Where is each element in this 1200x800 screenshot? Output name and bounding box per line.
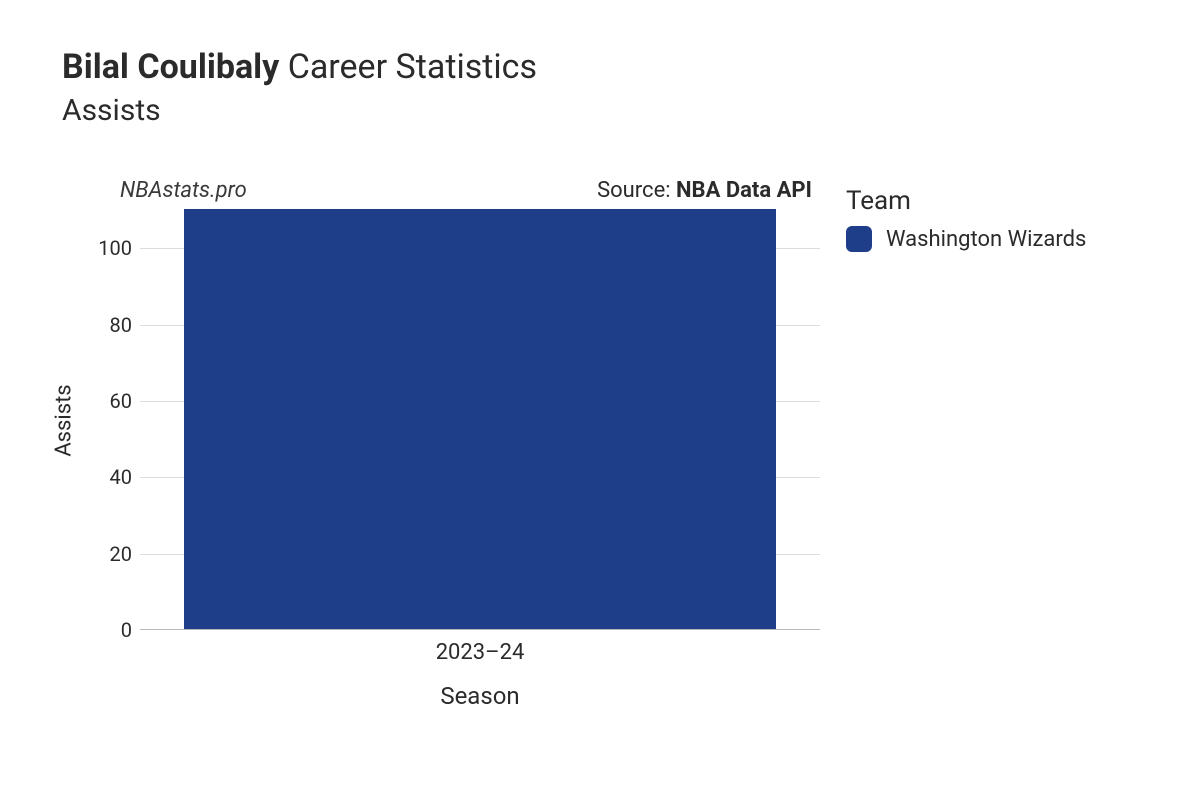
y-tick-label: 80 (82, 313, 132, 337)
chart-title: Bilal Coulibaly Career Statistics (62, 46, 537, 89)
bar-chart: Assists Season 0204060801002023–24 (80, 210, 820, 650)
legend: Team Washington Wizards (846, 186, 1086, 252)
x-tick-label: 2023–24 (436, 640, 525, 665)
source-prefix: Source: (597, 178, 676, 203)
chart-container: Bilal Coulibaly Career Statistics Assist… (0, 0, 1200, 800)
player-name: Bilal Coulibaly (62, 47, 279, 87)
bar (184, 209, 776, 629)
y-tick-label: 0 (82, 618, 132, 642)
plot-area (140, 210, 820, 630)
source-credit: Source: NBA Data API (597, 178, 812, 203)
y-tick-label: 40 (82, 465, 132, 489)
legend-swatch (846, 226, 872, 252)
y-tick-label: 100 (82, 236, 132, 260)
x-axis-title: Season (140, 682, 820, 710)
legend-label: Washington Wizards (886, 227, 1086, 252)
y-tick-label: 20 (82, 542, 132, 566)
y-tick-label: 60 (82, 389, 132, 413)
site-credit: NBAstats.pro (120, 178, 247, 203)
title-suffix: Career Statistics (288, 47, 537, 87)
source-name: NBA Data API (676, 178, 812, 203)
chart-subtitle: Assists (62, 93, 537, 128)
y-axis-title: Assists (52, 210, 76, 630)
legend-title: Team (846, 186, 1086, 216)
legend-item: Washington Wizards (846, 226, 1086, 252)
title-block: Bilal Coulibaly Career Statistics Assist… (62, 46, 537, 128)
